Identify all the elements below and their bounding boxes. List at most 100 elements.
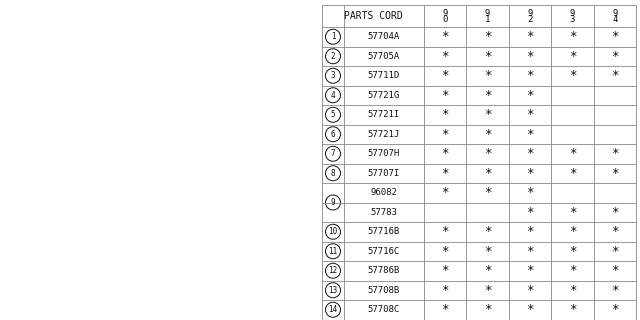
Text: *: * (569, 69, 576, 82)
Text: *: * (526, 108, 534, 121)
Text: *: * (442, 284, 449, 297)
Text: 9: 9 (331, 198, 335, 207)
Text: 11: 11 (328, 247, 338, 256)
Text: 9: 9 (612, 9, 618, 18)
Text: *: * (526, 167, 534, 180)
Text: *: * (569, 50, 576, 63)
Text: *: * (442, 50, 449, 63)
Text: 2: 2 (331, 52, 335, 61)
Text: 57708B: 57708B (368, 286, 400, 295)
Text: 57705A: 57705A (368, 52, 400, 61)
Text: *: * (526, 50, 534, 63)
Text: 5: 5 (331, 110, 335, 119)
Text: *: * (442, 264, 449, 277)
Text: 57786B: 57786B (368, 266, 400, 275)
Text: *: * (526, 225, 534, 238)
Text: 57707H: 57707H (368, 149, 400, 158)
Text: 57721I: 57721I (368, 110, 400, 119)
Text: 2: 2 (527, 15, 532, 25)
Text: 3: 3 (570, 15, 575, 25)
Text: *: * (442, 108, 449, 121)
Text: *: * (569, 147, 576, 160)
Text: 57721J: 57721J (368, 130, 400, 139)
Text: *: * (526, 303, 534, 316)
Text: 0: 0 (442, 15, 448, 25)
Text: *: * (484, 245, 492, 258)
Text: *: * (484, 186, 492, 199)
Text: 57708C: 57708C (368, 305, 400, 314)
Text: *: * (484, 69, 492, 82)
Text: *: * (526, 128, 534, 141)
Text: 57711D: 57711D (368, 71, 400, 80)
Text: *: * (526, 30, 534, 43)
Text: 57716C: 57716C (368, 247, 400, 256)
Text: 4: 4 (612, 15, 618, 25)
Text: *: * (526, 89, 534, 102)
Text: 3: 3 (331, 71, 335, 80)
Text: 1: 1 (485, 15, 490, 25)
Text: *: * (526, 245, 534, 258)
Text: *: * (442, 167, 449, 180)
Text: *: * (484, 50, 492, 63)
Text: *: * (442, 69, 449, 82)
Text: *: * (611, 147, 618, 160)
Text: *: * (442, 186, 449, 199)
Text: 8: 8 (331, 169, 335, 178)
Text: 1: 1 (331, 32, 335, 41)
Text: *: * (484, 225, 492, 238)
Text: *: * (484, 264, 492, 277)
Text: *: * (484, 147, 492, 160)
Text: *: * (611, 50, 618, 63)
Text: 57721G: 57721G (368, 91, 400, 100)
Text: *: * (484, 167, 492, 180)
Bar (0, 0, 318, 320)
Text: *: * (442, 303, 449, 316)
Text: 9: 9 (527, 9, 532, 18)
Text: 96082: 96082 (371, 188, 397, 197)
Text: *: * (526, 147, 534, 160)
Text: *: * (611, 264, 618, 277)
Text: *: * (484, 284, 492, 297)
Text: *: * (569, 30, 576, 43)
Text: PARTS CORD: PARTS CORD (344, 11, 403, 21)
Text: *: * (526, 284, 534, 297)
Text: *: * (484, 303, 492, 316)
Text: 7: 7 (331, 149, 335, 158)
Text: *: * (442, 147, 449, 160)
Text: *: * (484, 30, 492, 43)
Text: 10: 10 (328, 227, 338, 236)
Text: 57704A: 57704A (368, 32, 400, 41)
Text: 14: 14 (328, 305, 338, 314)
Text: *: * (569, 264, 576, 277)
Text: *: * (569, 284, 576, 297)
Text: *: * (442, 128, 449, 141)
Text: 9: 9 (485, 9, 490, 18)
Text: *: * (484, 108, 492, 121)
Text: *: * (569, 225, 576, 238)
Bar (322, 5, 636, 319)
Text: *: * (569, 206, 576, 219)
Text: *: * (611, 303, 618, 316)
Text: 57707I: 57707I (368, 169, 400, 178)
Text: *: * (526, 69, 534, 82)
Text: *: * (442, 89, 449, 102)
Text: *: * (611, 245, 618, 258)
Text: *: * (526, 264, 534, 277)
Text: *: * (611, 69, 618, 82)
Text: 4: 4 (331, 91, 335, 100)
Text: 9: 9 (442, 9, 448, 18)
Text: 57783: 57783 (371, 208, 397, 217)
Text: *: * (611, 206, 618, 219)
Text: 13: 13 (328, 286, 338, 295)
Text: *: * (526, 186, 534, 199)
Text: *: * (611, 167, 618, 180)
Text: *: * (569, 167, 576, 180)
Text: *: * (611, 30, 618, 43)
Text: 12: 12 (328, 266, 338, 275)
Text: *: * (484, 89, 492, 102)
Text: *: * (569, 303, 576, 316)
Text: 57716B: 57716B (368, 227, 400, 236)
Text: *: * (442, 245, 449, 258)
Text: 9: 9 (570, 9, 575, 18)
Text: *: * (484, 128, 492, 141)
